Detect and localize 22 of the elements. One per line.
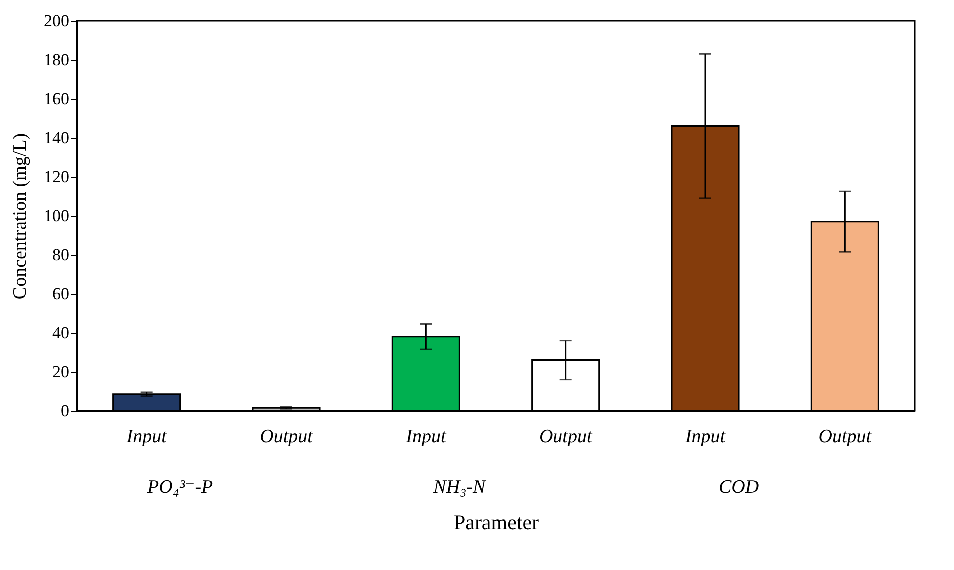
- y-tick-label: 120: [44, 168, 70, 186]
- y-axis-title: Concentration (mg/L): [10, 133, 31, 300]
- y-tick-label: 100: [44, 206, 70, 226]
- x-tick-label: Input: [126, 426, 168, 448]
- x-tick-label: Input: [684, 426, 726, 448]
- y-tick-label: 60: [52, 284, 70, 304]
- text: PO₄³⁻-P: [146, 477, 214, 498]
- y-tick-label: 40: [52, 324, 70, 342]
- y-tick-label: 20: [52, 362, 70, 382]
- x-tick-label: Output: [818, 426, 872, 448]
- text: NH₃-N: [432, 477, 488, 498]
- y-tick-label: 200: [44, 12, 70, 30]
- x-tick-label: Output: [260, 426, 314, 448]
- text: COD: [718, 477, 760, 498]
- x-tick-label: Output: [539, 426, 593, 448]
- y-tick-label: 160: [44, 90, 70, 108]
- x-tick-label: Input: [405, 426, 447, 448]
- y-tick-label: 180: [44, 50, 70, 70]
- x-axis-title: Parameter: [454, 510, 540, 534]
- y-tick-label: 140: [44, 128, 70, 148]
- y-tick-label: 0: [61, 402, 70, 420]
- y-tick-label: 80: [52, 246, 70, 264]
